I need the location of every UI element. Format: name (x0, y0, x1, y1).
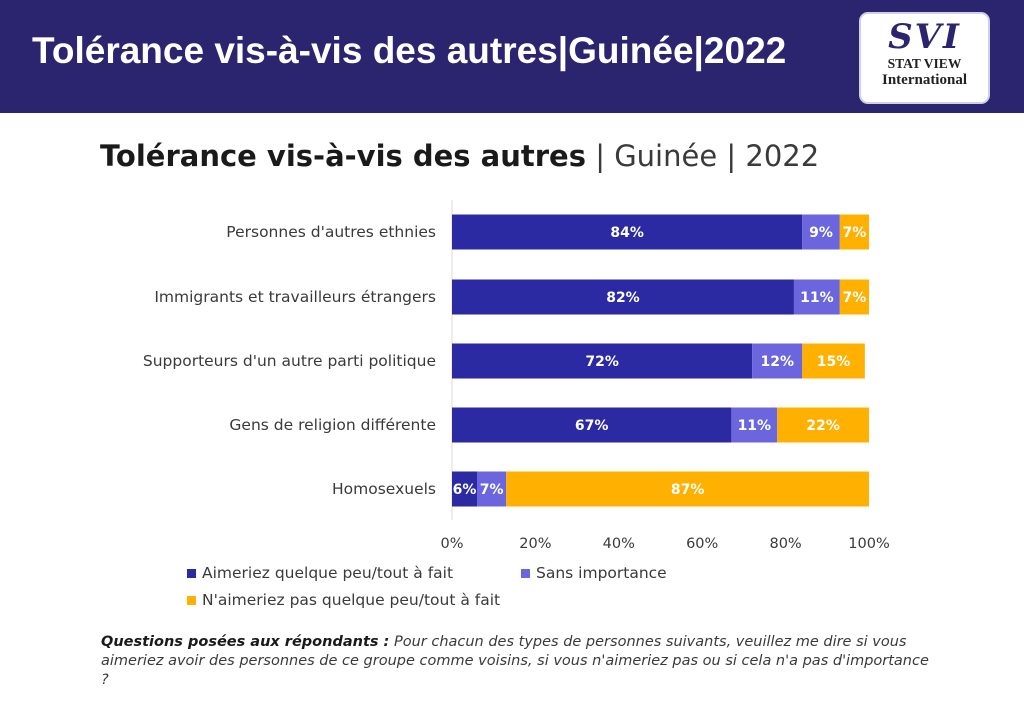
data-label: 11% (800, 290, 834, 306)
bar-segment (777, 407, 869, 443)
data-label: 72% (585, 354, 619, 370)
data-label: 7% (843, 290, 867, 306)
category-label: Supporteurs d'un autre parti politique (143, 352, 436, 370)
chart-title-rest: | Guinée | 2022 (585, 139, 820, 173)
data-label: 87% (671, 482, 705, 498)
bar-segment (452, 279, 794, 315)
legend-swatch-aimeriez (187, 568, 196, 578)
category-label: Immigrants et travailleurs étrangers (154, 288, 436, 306)
bar-segment (793, 279, 840, 315)
bar-segment (839, 214, 869, 250)
legend-item-naimeriez-pas: N'aimeriez pas quelque peu/tout à fait (187, 591, 500, 609)
chart-title-main: Tolérance vis-à-vis des autres (100, 139, 586, 173)
legend-swatch-naimeriez-pas (187, 595, 196, 605)
legend-item-sans-importance: Sans importance (521, 564, 667, 582)
bar-segment (506, 471, 869, 507)
data-label: 11% (738, 418, 772, 434)
question-text: Pour chacun des types de personnes suiva… (101, 634, 929, 688)
bar-segment (802, 214, 840, 250)
bar-segment (802, 343, 865, 379)
category-label: Gens de religion différente (229, 416, 436, 434)
chart-title: Tolérance vis-à-vis des autres | Guinée … (100, 139, 819, 173)
x-tick-label: 100% (848, 536, 889, 552)
x-tick-label: 40% (603, 536, 635, 552)
svi-logo: SVI STAT VIEW International (859, 12, 990, 104)
category-label: Homosexuels (332, 480, 436, 498)
legend-label-naimeriez-pas: N'aimeriez pas quelque peu/tout à fait (202, 591, 501, 609)
logo-international-text: International (881, 72, 967, 88)
logo-svi-text: SVI (888, 17, 961, 57)
x-tick-label: 80% (769, 536, 801, 552)
survey-question: Questions posées aux répondants : Pour c… (101, 633, 931, 690)
data-label: 84% (610, 225, 644, 241)
header-banner: Tolérance vis-à-vis des autres|Guinée|20… (0, 0, 1024, 113)
data-label: 12% (761, 354, 795, 370)
bar-segment (731, 407, 778, 443)
question-label: Questions posées aux répondants : (101, 634, 390, 650)
bar-segment (452, 407, 732, 443)
bar-segment (452, 214, 803, 250)
banner-title: Tolérance vis-à-vis des autres|Guinée|20… (32, 30, 787, 71)
bar-segment (452, 471, 478, 507)
x-tick-label: 60% (686, 536, 718, 552)
bar-segment (752, 343, 803, 379)
data-label: 15% (817, 354, 851, 370)
data-label: 6% (453, 482, 477, 498)
data-label: 22% (806, 418, 840, 434)
data-label: 9% (809, 225, 833, 241)
data-label: 67% (575, 418, 609, 434)
x-tick-label: 20% (519, 536, 551, 552)
data-label: 82% (606, 290, 640, 306)
data-label: 7% (843, 225, 867, 241)
legend-swatch-sans-importance (521, 568, 530, 578)
bar-segment (839, 279, 869, 315)
legend-label-sans-importance: Sans importance (536, 564, 667, 582)
legend-item-aimeriez: Aimeriez quelque peu/tout à fait (187, 564, 453, 582)
x-tick-label: 0% (440, 536, 463, 552)
category-label: Personnes d'autres ethnies (226, 223, 436, 241)
bar-segment (477, 471, 507, 507)
legend-label-aimeriez: Aimeriez quelque peu/tout à fait (202, 564, 454, 582)
logo-stat-view-text: STAT VIEW (887, 56, 962, 71)
data-label: 7% (480, 482, 504, 498)
bar-segment (452, 343, 753, 379)
